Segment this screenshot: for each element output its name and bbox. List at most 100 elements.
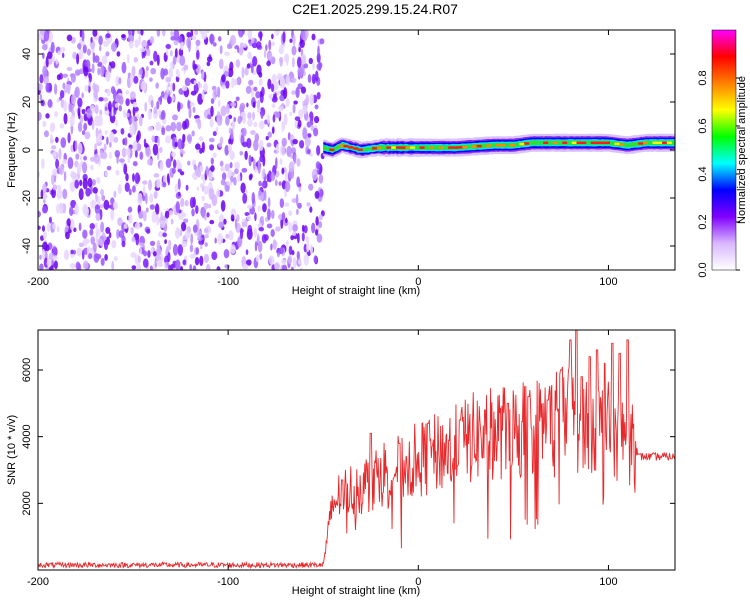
spectrogram-noise-cell: [290, 234, 295, 241]
spectrogram-noise-cell: [191, 35, 197, 41]
spectrogram-noise-cell: [131, 65, 136, 77]
spectrogram-noise-cell: [134, 222, 141, 230]
spectrogram-noise-cell: [234, 161, 240, 170]
spectrogram-noise-cell: [242, 115, 247, 124]
spectrogram-peak-cell: [353, 147, 359, 150]
spectrogram-noise-cell: [160, 110, 166, 120]
x-tick-label: 100: [599, 576, 617, 588]
spectrogram-noise-cell: [212, 152, 217, 158]
spectrogram-noise-cell: [75, 69, 81, 76]
spectrogram-noise-cell: [170, 121, 177, 132]
spectrogram-noise-cell: [149, 204, 155, 210]
spectrogram-noise-cell: [48, 266, 54, 270]
spectrogram-noise-cell: [136, 264, 142, 270]
spectrogram-peak-cell: [543, 141, 549, 144]
spectrogram-noise-cell: [130, 227, 134, 235]
spectrogram-noise-cell: [146, 66, 149, 72]
spectrogram-noise-cell: [92, 242, 97, 253]
spectrogram-noise-cell: [104, 106, 108, 111]
spectrogram-noise-cell: [219, 59, 224, 69]
snr-x-axis-label: Height of straight line (km): [292, 585, 420, 597]
spectrogram-noise-cell: [90, 36, 93, 43]
spectrogram-noise-cell: [270, 209, 275, 219]
spectrogram-noise-cell: [286, 240, 289, 248]
spectrogram-noise-cell: [97, 67, 101, 76]
spectrogram-noise-cell: [108, 232, 112, 239]
spectrogram-noise-cell: [168, 239, 172, 248]
spectrogram-noise-cell: [156, 178, 161, 189]
spectrogram-noise-cell: [174, 48, 178, 58]
spectrogram-noise-cell: [240, 182, 246, 194]
spectrogram-noise-cell: [239, 227, 244, 240]
spectrogram-noise-cell: [65, 231, 70, 240]
spectrogram-noise-cell: [183, 64, 189, 71]
spectrogram-peak-cell: [338, 144, 344, 147]
spectrogram-noise-cell: [299, 267, 303, 270]
colorbar-tick-label: 0.4: [697, 166, 709, 181]
spectrogram-noise-cell: [230, 214, 235, 222]
spectrogram-noise-cell: [227, 144, 232, 153]
spectrogram-noise-cell: [39, 74, 44, 84]
spectrogram-noise-cell: [230, 244, 236, 254]
spectrogram-noise-cell: [146, 228, 151, 234]
spectrogram-noise-cell: [277, 105, 284, 112]
spectrogram-noise-cell: [208, 187, 215, 200]
x-tick-label: 0: [415, 276, 421, 288]
spectrogram-noise-cell: [289, 111, 293, 117]
spectrogram-noise-cell: [198, 136, 204, 142]
spectrogram-noise-cell: [223, 249, 230, 259]
spectrogram-noise-cell: [199, 165, 204, 173]
spectrogram-noise-cell: [170, 31, 174, 36]
spectrogram-noise-cell: [103, 199, 110, 211]
spectrogram-noise-cell: [240, 111, 247, 118]
spectrogram-noise-cell: [220, 179, 226, 186]
snr-panel: -200 -100 0 100 2000 4000 6000 Height of stra…: [6, 329, 676, 597]
spectrogram-noise-cell: [197, 228, 202, 240]
spectrogram-noise-cell: [55, 58, 59, 65]
spectrogram-noise-cell: [267, 208, 271, 221]
spectrogram-noise-cell: [311, 222, 316, 234]
spectrogram-peak-cell: [552, 141, 558, 144]
spectrogram-noise-cell: [253, 227, 257, 238]
spectrogram-noise-cell: [246, 102, 249, 108]
spectrogram-noise-cell: [225, 115, 230, 126]
spectrogram-noise-cell: [62, 82, 66, 90]
spectrogram-noise-cell: [66, 66, 73, 72]
spectrogram-noise-cell: [76, 247, 83, 257]
spectrogram-noise-cell: [263, 49, 267, 59]
spectrogram-noise-cell: [258, 226, 265, 232]
spectrogram-noise-cell: [298, 46, 301, 53]
spectrogram-peak-cell: [376, 146, 382, 149]
spectrogram-noise-cell: [267, 78, 272, 90]
spectrogram-noise-cell: [294, 116, 301, 122]
spectrogram-noise-cell: [145, 192, 148, 205]
spectrogram-noise-cell: [223, 218, 227, 225]
spectrogram-noise-cell: [201, 141, 205, 153]
spectrogram-noise-cell: [209, 118, 214, 128]
spectrogram-noise-cell: [187, 99, 190, 110]
spectrogram-peak-cell: [562, 141, 568, 144]
spectrogram-noise-cell: [78, 49, 84, 60]
spectrogram-noise-cell: [165, 48, 169, 56]
spectrogram-noise-cell: [72, 51, 77, 60]
spectrogram-noise-cell: [175, 259, 181, 270]
spectrogram-noise-cell: [270, 171, 276, 182]
spectrogram-noise-cell: [67, 132, 71, 144]
spectrogram-noise-cell: [52, 151, 57, 158]
spectrogram-noise-cell: [217, 86, 221, 98]
spectrogram-noise-cell: [256, 108, 261, 113]
spectrogram-noise-cell: [82, 178, 88, 190]
spectrogram-noise-cell: [210, 165, 215, 172]
spectrogram-noise-cell: [270, 229, 275, 238]
spectrogram-noise-cell: [77, 122, 83, 133]
spectrogram-noise-cell: [313, 255, 318, 264]
spectrogram-noise-cell: [94, 143, 97, 150]
spectrogram-noise-cell: [84, 131, 91, 140]
spectrogram-noise-cell: [162, 181, 167, 188]
spectrogram-peak-cell: [448, 146, 454, 149]
spectrogram-noise-cell: [281, 264, 288, 270]
spectrogram-noise-cell: [147, 126, 154, 132]
spectrogram-noise-cell: [180, 197, 185, 208]
spectrogram-noise-cell: [230, 34, 236, 46]
x-tick-label: -100: [217, 576, 239, 588]
